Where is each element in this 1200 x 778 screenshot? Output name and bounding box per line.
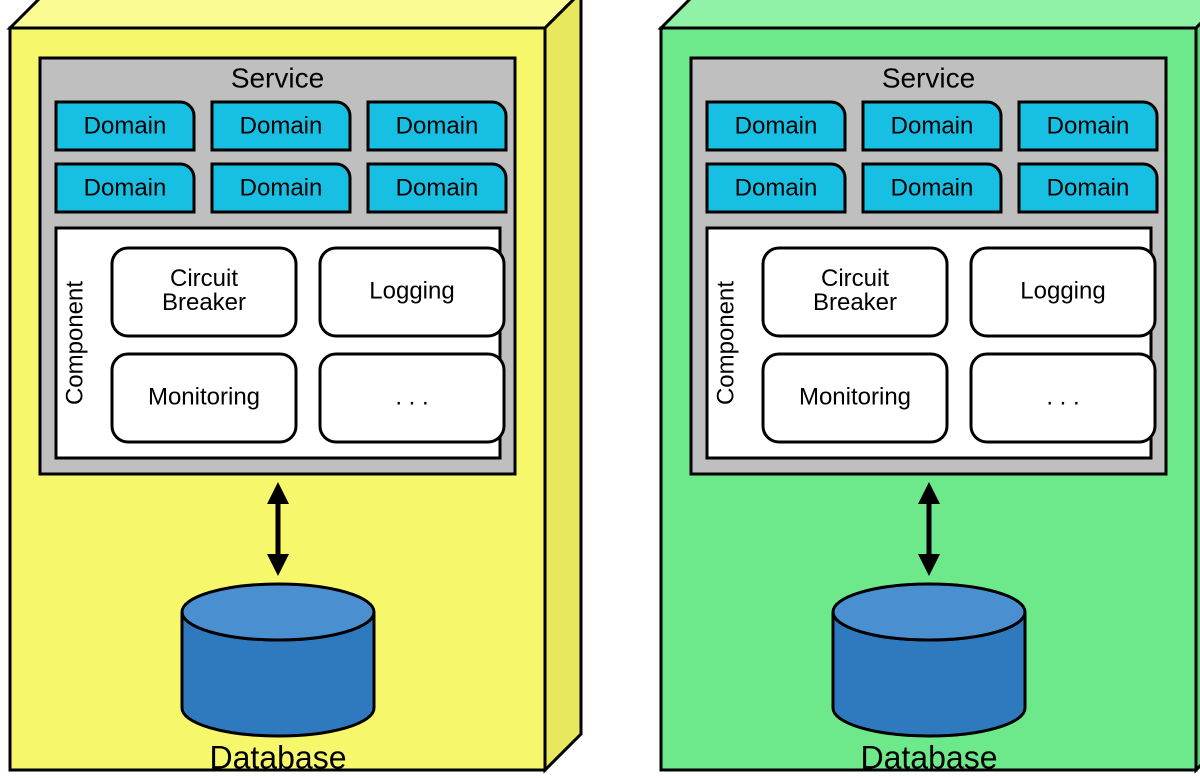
database-top-icon (182, 584, 374, 640)
database-label: Database (210, 739, 347, 775)
component-cell-label: Monitoring (799, 383, 911, 410)
domain-label: Domain (735, 174, 818, 201)
component-cell-label: CircuitBreaker (162, 265, 246, 316)
component-cell-label: . . . (395, 383, 428, 410)
component-cell-label: Logging (369, 277, 454, 304)
domain-label: Domain (1047, 174, 1130, 201)
domain-label: Domain (396, 112, 479, 139)
domain-label: Domain (84, 174, 167, 201)
component-cell-label: Logging (1020, 277, 1105, 304)
service-title: Service (882, 62, 975, 93)
domain-label: Domain (240, 112, 323, 139)
service-block-right: Service Domain Domain Domain Domain Domain Dom… (661, 0, 1200, 775)
domain-label: Domain (84, 112, 167, 139)
component-label: Component (61, 281, 88, 405)
domain-label: Domain (396, 174, 479, 201)
architecture-diagram: Service Domain Domain Domain Domain Domain Dom… (0, 0, 1200, 778)
component-cell-label: CircuitBreaker (813, 265, 897, 316)
component-cell-label: Monitoring (148, 383, 260, 410)
domain-label: Domain (891, 174, 974, 201)
domain-label: Domain (240, 174, 323, 201)
domain-label: Domain (891, 112, 974, 139)
component-cell-label: . . . (1046, 383, 1079, 410)
component-label: Component (712, 281, 739, 405)
domain-label: Domain (1047, 112, 1130, 139)
database-top-icon (833, 584, 1025, 640)
service-block-left: Service Domain Domain Domain Domain Domain Dom… (10, 0, 581, 775)
service-title: Service (231, 62, 324, 93)
database-label: Database (861, 739, 998, 775)
domain-label: Domain (735, 112, 818, 139)
